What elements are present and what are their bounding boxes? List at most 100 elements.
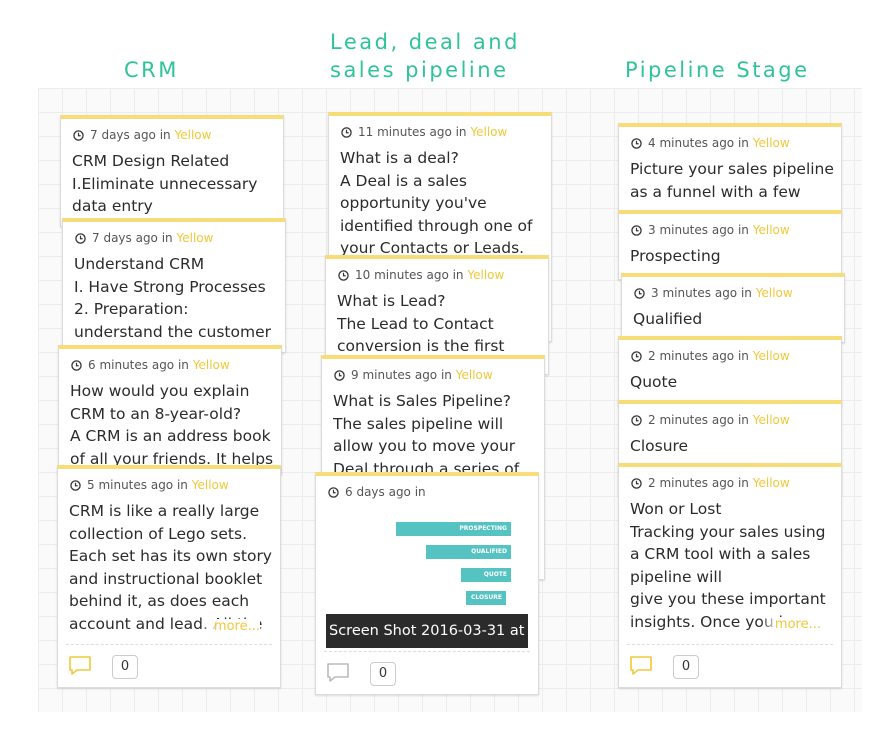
body-line: understand the customer — [74, 322, 271, 341]
card-meta: 6 minutes ago in Yellow — [71, 358, 230, 372]
column-title: CRM — [124, 56, 179, 84]
card-body: Quote — [630, 371, 835, 394]
more-link[interactable]: more... — [199, 619, 260, 634]
tag[interactable]: Yellow — [752, 136, 790, 150]
card[interactable]: 2 minutes ago in Yellow Quote — [618, 336, 842, 406]
body-line: Prospecting — [630, 247, 721, 265]
tag[interactable]: Yellow — [470, 125, 508, 139]
card-meta: 7 days ago in Yellow — [75, 231, 213, 245]
funnel-bar: QUOTE — [461, 568, 511, 582]
card-meta: 5 minutes ago in Yellow — [70, 478, 229, 492]
card-meta: 2 minutes ago in Yellow — [631, 413, 790, 427]
body-line: conversion is the first — [337, 337, 505, 355]
card-meta: 4 minutes ago in Yellow — [631, 136, 790, 150]
tag[interactable]: Yellow — [752, 349, 790, 363]
card-body: What is Lead? The Lead to Contact conversi… — [337, 290, 542, 358]
card-body: Qualified — [633, 308, 838, 331]
comment-icon[interactable] — [326, 662, 350, 688]
card-meta: 9 minutes ago in Yellow — [334, 368, 493, 382]
body-line: I.Eliminate unnecessary — [72, 174, 258, 193]
body-line: opportunity you've — [340, 194, 487, 212]
body-line: as a funnel with a few — [630, 182, 801, 201]
body-line: data entry — [72, 197, 153, 215]
timestamp: 10 minutes ago in — [355, 268, 464, 282]
card[interactable]: 4 minutes ago in Yellow Picture your sale… — [618, 123, 842, 218]
card[interactable]: 6 days ago in PROSPECTING QUALIFIED QUOTE CL… — [315, 472, 539, 695]
body-line: CRM is like a really large — [69, 502, 260, 520]
body-line: Quote — [630, 373, 678, 391]
timestamp: 3 minutes ago in — [651, 286, 752, 300]
comment-count[interactable]: 0 — [673, 655, 699, 679]
tag[interactable]: Yellow — [752, 223, 790, 237]
body-line: Picture your sales pipeline — [630, 160, 834, 178]
tag[interactable]: Yellow — [174, 128, 212, 142]
more-link[interactable]: more... — [760, 617, 821, 632]
comment-count[interactable]: 0 — [370, 662, 396, 686]
timestamp: 6 days ago in — [345, 485, 426, 499]
card-meta: 3 minutes ago in Yellow — [631, 223, 790, 237]
timestamp: 2 minutes ago in — [648, 476, 749, 490]
body-line: I. Have Strong Processes — [74, 277, 266, 296]
body-line: A CRM is an address book — [70, 427, 271, 445]
comment-icon[interactable] — [629, 655, 653, 681]
body-line: Tracking your sales using — [630, 522, 826, 541]
body-line: collection of Lego sets. — [69, 524, 248, 543]
body-line: Each set has its own story — [69, 547, 272, 565]
card-body: Closure — [630, 435, 835, 458]
card-body: Prospecting — [630, 245, 835, 268]
timestamp: 4 minutes ago in — [648, 136, 749, 150]
body-line: allow you to move your — [333, 437, 516, 455]
body-line: CRM to an 8-year-old? — [70, 404, 242, 423]
body-line: of all your friends. It helps — [70, 449, 274, 468]
card-body: CRM Design Related I.Eliminate unnecessar… — [72, 150, 277, 218]
card-body: CRM is like a really large collection of … — [69, 500, 274, 635]
timestamp: 7 days ago in — [92, 231, 173, 245]
card-footer: 0 — [627, 644, 833, 687]
card-body: How would you explain CRM to an 8-year-ol… — [70, 380, 275, 470]
card[interactable]: 7 days ago in Yellow Understand CRM I. Hav… — [62, 218, 286, 353]
tag[interactable]: Yellow — [176, 231, 214, 245]
comment-icon[interactable] — [68, 655, 92, 681]
body-line: Understand CRM — [74, 255, 205, 273]
card[interactable]: 7 days ago in Yellow CRM Design Related I.… — [60, 115, 284, 227]
tag[interactable]: Yellow — [752, 413, 790, 427]
body-line: a CRM tool with a sales — [630, 545, 811, 563]
card-body: Understand CRM I. Have Strong Processes 2.… — [74, 253, 279, 343]
body-line: The sales pipeline will — [333, 414, 504, 433]
body-line: CRM Design Related — [72, 152, 230, 170]
body-line: How would you explain — [70, 382, 250, 400]
tag[interactable]: Yellow — [192, 358, 230, 372]
title-line: Pipeline Stage — [625, 58, 810, 82]
column-title: Lead, deal and sales pipeline — [330, 28, 520, 84]
tag[interactable]: Yellow — [752, 476, 790, 490]
column-title: Pipeline Stage — [625, 56, 810, 84]
card[interactable]: 3 minutes ago in Yellow Prospecting — [618, 210, 842, 280]
card-body: What is Sales Pipeline? The sales pipelin… — [333, 390, 538, 480]
card[interactable]: 3 minutes ago in Yellow Qualified — [621, 273, 845, 343]
timestamp: 3 minutes ago in — [648, 223, 749, 237]
body-line: behind it, as does each — [69, 592, 250, 610]
card-meta: 6 days ago in — [328, 485, 426, 499]
tag[interactable]: Yellow — [191, 478, 229, 492]
tag[interactable]: Yellow — [755, 286, 793, 300]
body-line: What is Sales Pipeline? — [333, 392, 512, 410]
card[interactable]: 6 minutes ago in Yellow How would you exp… — [58, 345, 282, 475]
body-line: What is Lead? — [337, 292, 446, 310]
body-line: 2. Preparation: — [74, 300, 189, 318]
tag[interactable]: Yellow — [467, 268, 505, 282]
tag[interactable]: Yellow — [455, 368, 493, 382]
body-line: Closure — [630, 437, 689, 455]
card-body: Won or Lost Tracking your sales using a CR… — [630, 498, 835, 633]
card[interactable]: 2 minutes ago in Yellow Won or Lost Tracki… — [618, 463, 842, 688]
timestamp: 11 minutes ago in — [358, 125, 467, 139]
card-meta: 2 minutes ago in Yellow — [631, 476, 790, 490]
body-line: give you these important — [630, 590, 826, 608]
title-line: Lead, deal and — [330, 30, 520, 54]
body-line: pipeline will — [630, 567, 723, 586]
card-footer: 0 — [324, 651, 530, 694]
body-line: A Deal is a sales — [340, 171, 467, 190]
card[interactable]: 5 minutes ago in Yellow CRM is like a rea… — [57, 465, 281, 688]
card-body: Picture your sales pipeline as a funnel w… — [630, 158, 835, 203]
comment-count[interactable]: 0 — [112, 655, 138, 679]
